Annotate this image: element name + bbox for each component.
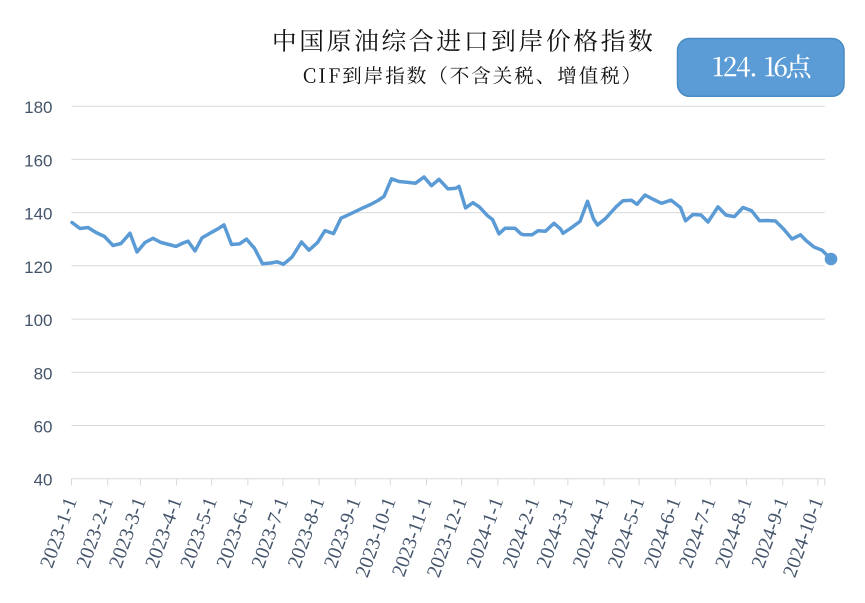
svg-text:180: 180 <box>24 98 52 117</box>
svg-text:120: 120 <box>24 258 52 277</box>
svg-text:80: 80 <box>34 364 53 383</box>
svg-text:40: 40 <box>34 471 53 490</box>
svg-text:160: 160 <box>24 151 52 170</box>
svg-text:100: 100 <box>24 311 52 330</box>
svg-text:60: 60 <box>34 418 53 437</box>
svg-text:140: 140 <box>24 205 52 224</box>
